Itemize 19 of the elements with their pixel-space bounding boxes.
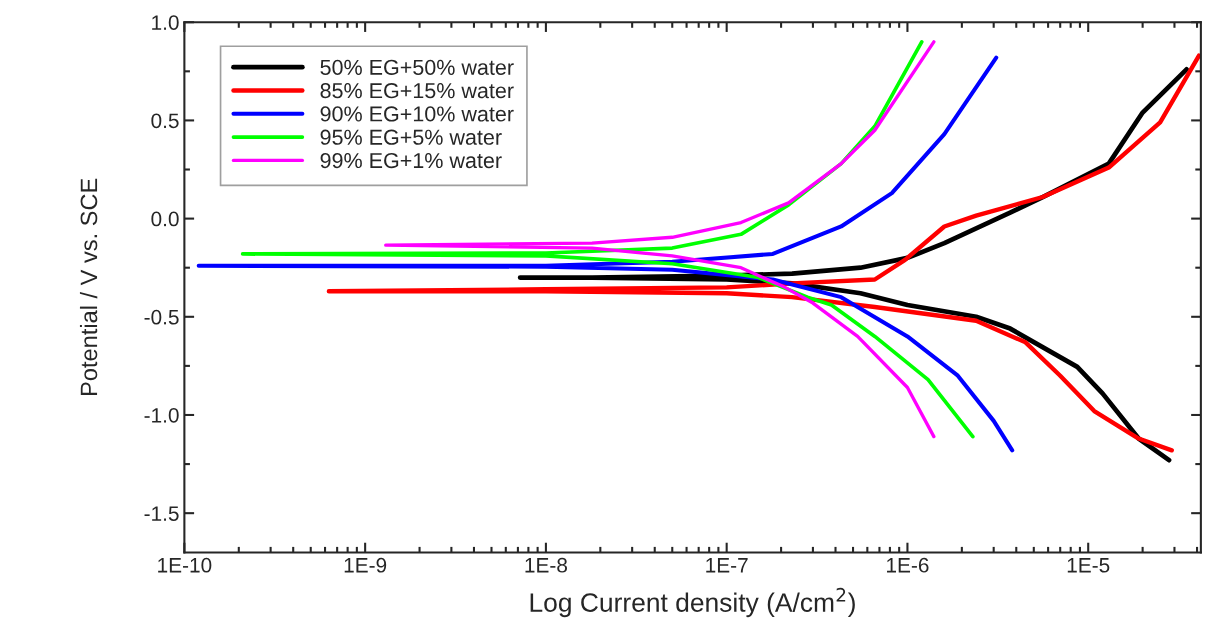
y-tick-label: 0.5 xyxy=(151,113,179,129)
x-axis-title: Log Current density (A/cm$^{2}$) xyxy=(530,587,855,618)
x-tick-label: 1E-6 xyxy=(887,557,929,573)
legend-label: 99% EG+1% water xyxy=(320,152,502,169)
x-tick-label: 1E-7 xyxy=(706,558,748,573)
y-tick-label: 0.0 xyxy=(151,211,179,227)
legend-label: 95% EG+5% water xyxy=(320,129,502,145)
x-tick-label: 1E-8 xyxy=(525,557,568,573)
y-tick-label: 1.0 xyxy=(152,15,179,30)
x-tick-label: 1E-5 xyxy=(1067,558,1110,573)
x-tick-label: 1E-9 xyxy=(344,557,387,573)
legend-label: 90% EG+10% water xyxy=(320,106,514,122)
x-tick-label: 1E-10 xyxy=(158,557,212,573)
y-tick-label: -1.0 xyxy=(144,407,179,423)
y-tick-label: -1.5 xyxy=(144,506,179,521)
legend-label: 85% EG+15% water xyxy=(320,83,514,99)
y-tick-label: -0.5 xyxy=(144,309,179,325)
y-axis-title: Potential / V vs. SCE xyxy=(79,178,98,395)
legend-label: 50% EG+50% water xyxy=(320,59,514,75)
